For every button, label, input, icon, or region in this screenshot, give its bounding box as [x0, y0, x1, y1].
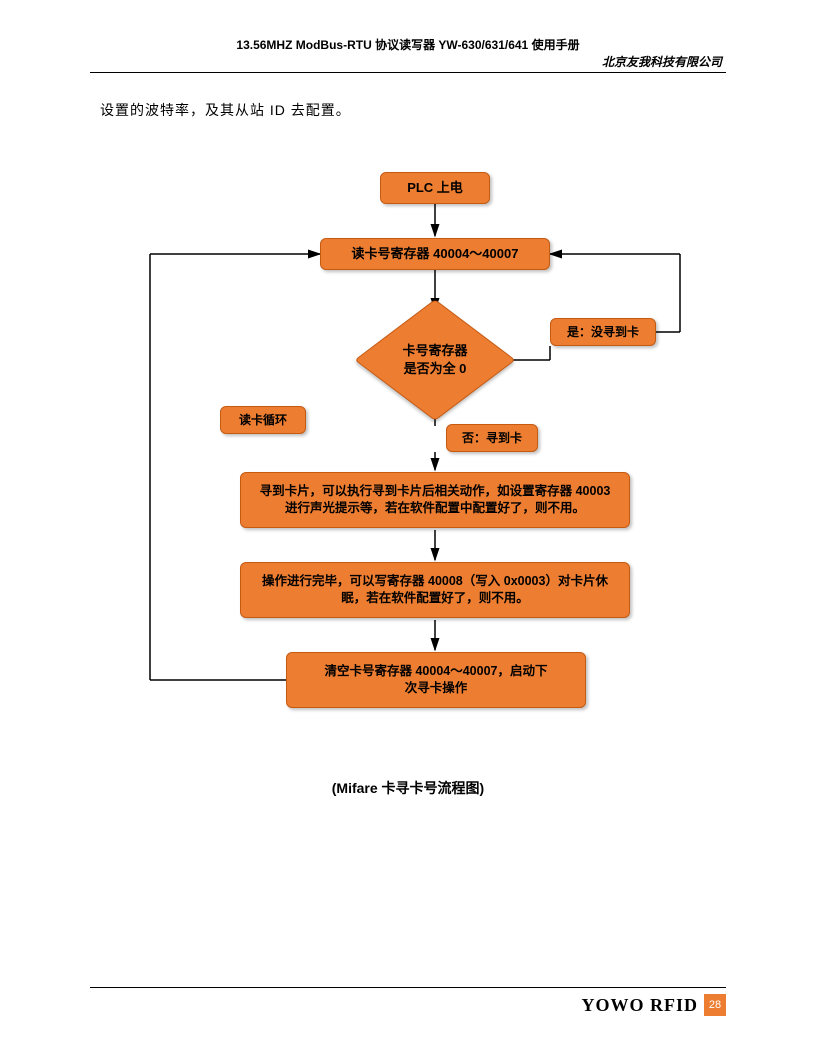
- header-rule: [90, 72, 726, 73]
- footer-page-badge: 28: [704, 994, 726, 1016]
- header-company: 北京友我科技有限公司: [90, 53, 726, 70]
- flow-node-loop: 读卡循环: [220, 406, 306, 434]
- flow-node-read: 读卡号寄存器 40004～40007: [320, 238, 550, 270]
- flow-node-no: 否：寻到卡: [446, 424, 538, 452]
- flow-node-clear: 清空卡号寄存器 40004～40007，启动下次寻卡操作: [286, 652, 586, 708]
- flow-node-start: PLC 上电: [380, 172, 490, 204]
- page: 13.56MHZ ModBus-RTU 协议读写器 YW-630/631/641…: [0, 0, 816, 1056]
- header-title: 13.56MHZ ModBus-RTU 协议读写器 YW-630/631/641…: [90, 36, 726, 53]
- flow-node-yes: 是：没寻到卡: [550, 318, 656, 346]
- decision-line2: 是否为全 0: [404, 361, 467, 376]
- page-footer: YOWO RFID 28: [582, 994, 727, 1016]
- flow-node-decision: 卡号寄存器是否为全 0: [370, 310, 500, 410]
- flow-caption: (Mifare 卡寻卡号流程图): [0, 778, 816, 798]
- footer-rule: [90, 987, 726, 988]
- decision-line1: 卡号寄存器: [402, 343, 467, 358]
- footer-brand: YOWO RFID: [582, 995, 699, 1016]
- intro-text: 设置的波特率，及其从站 ID 去配置。: [100, 100, 351, 120]
- flow-node-action1: 寻到卡片，可以执行寻到卡片后相关动作，如设置寄存器 40003 进行声光提示等，…: [240, 472, 630, 528]
- flow-node-action2: 操作进行完毕，可以写寄存器 40008（写入 0x0003）对卡片休眠，若在软件…: [240, 562, 630, 618]
- flowchart: PLC 上电 读卡号寄存器 40004～40007 卡号寄存器是否为全 0 是：…: [90, 150, 726, 770]
- diamond-text: 卡号寄存器是否为全 0: [370, 310, 500, 410]
- clear-line2: 次寻卡操作: [405, 681, 468, 695]
- page-header: 13.56MHZ ModBus-RTU 协议读写器 YW-630/631/641…: [90, 36, 726, 73]
- clear-line1: 清空卡号寄存器 40004～40007，启动下: [325, 664, 548, 678]
